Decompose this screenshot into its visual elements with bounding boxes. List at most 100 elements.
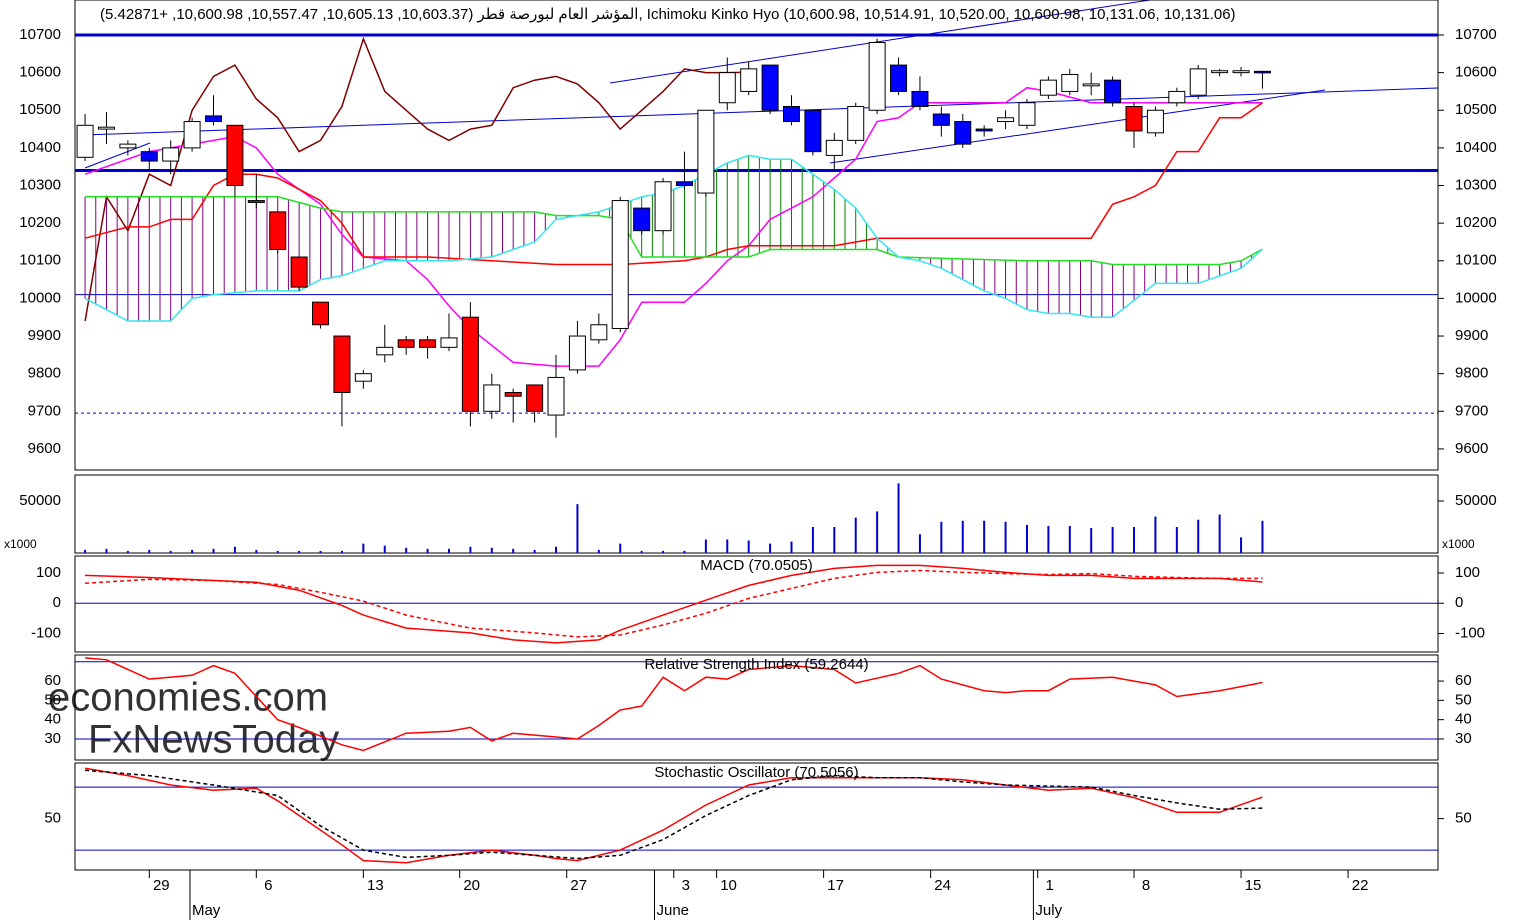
y-tick-label-right: 0 — [1455, 594, 1463, 611]
panel-frame — [74, 474, 1439, 554]
y-tick-label-right: 10600 — [1455, 64, 1497, 81]
line-series — [85, 196, 1263, 266]
candle-body — [354, 373, 372, 382]
candle-body — [568, 335, 586, 371]
month-label: May — [192, 902, 221, 919]
candle-body — [654, 181, 672, 232]
y-tick-label: 50000 — [19, 492, 61, 509]
y-tick-label-right: 10100 — [1455, 252, 1497, 269]
panel-title: Relative Strength Index (59.2644) — [644, 656, 868, 673]
y-tick-label-right: 9700 — [1455, 402, 1488, 419]
y-tick-label-right: 50 — [1455, 691, 1472, 708]
candle-body — [547, 376, 565, 416]
candle-body — [526, 384, 544, 412]
candle-body — [226, 124, 244, 187]
x-tick-label: 13 — [367, 877, 384, 894]
x-tick-label: 20 — [463, 877, 480, 894]
candle-body — [504, 391, 522, 397]
y-tick-label: 10100 — [19, 252, 61, 269]
candle-body — [440, 337, 458, 348]
candle-body — [290, 256, 308, 288]
candle-body — [1211, 70, 1229, 74]
trend-line — [84, 142, 151, 169]
y-tick-label-right: 10200 — [1455, 214, 1497, 231]
x-tick-label: 8 — [1142, 877, 1150, 894]
y-tick-label: 10600 — [19, 64, 61, 81]
candle-body — [1168, 90, 1186, 104]
candle-body — [1125, 105, 1143, 132]
y-tick-label: 10200 — [19, 214, 61, 231]
x-tick-label: 27 — [570, 877, 587, 894]
y-tick-label-right: 60 — [1455, 672, 1472, 689]
line-series — [84, 767, 1263, 864]
unit-label: x1000 — [1442, 537, 1475, 551]
y-tick-label: 10300 — [19, 176, 61, 193]
y-tick-label-right: 10000 — [1455, 289, 1497, 306]
line-series — [84, 154, 1264, 322]
candle-body — [483, 384, 501, 412]
candle-body — [312, 301, 330, 326]
candle-body — [119, 143, 137, 149]
x-tick-label: 1 — [1046, 877, 1054, 894]
y-tick-label-right: 9800 — [1455, 365, 1488, 382]
panel-frame — [74, 654, 1439, 761]
month-label: June — [656, 902, 689, 919]
y-tick-label-right: 100 — [1455, 564, 1480, 581]
line-series — [84, 36, 749, 322]
y-tick-label: 9700 — [28, 402, 61, 419]
panel-title: Stochastic Oscillator (70.5056) — [654, 764, 858, 781]
y-tick-label-right: 30 — [1455, 730, 1472, 747]
y-tick-label-right: 10400 — [1455, 139, 1497, 156]
y-tick-label-right: 40 — [1455, 711, 1472, 728]
y-tick-label: 9800 — [28, 365, 61, 382]
candle-body — [269, 211, 287, 250]
panel-frame — [74, 555, 1439, 653]
y-tick-label-right: 10500 — [1455, 101, 1497, 118]
candle-body — [633, 207, 651, 232]
candle-body — [1146, 109, 1164, 134]
watermark: economies.com — [48, 676, 328, 720]
candle-body — [611, 200, 629, 330]
x-tick-label: 24 — [934, 877, 951, 894]
candle-body — [847, 105, 865, 141]
panel-frame — [74, 0, 1439, 471]
watermark: FxNewsToday — [88, 718, 339, 762]
panel-frame — [74, 762, 1439, 871]
trend-line — [609, 0, 1151, 84]
candle-body — [804, 109, 822, 153]
x-tick-label: 29 — [153, 877, 170, 894]
candle-body — [205, 115, 223, 123]
y-tick-label: 50 — [44, 691, 61, 708]
candle-body — [397, 339, 415, 348]
candle-body — [1018, 102, 1036, 126]
y-tick-label-right: 9900 — [1455, 327, 1488, 344]
y-tick-label: 40 — [44, 711, 61, 728]
candle-body — [825, 139, 843, 156]
candle-body — [675, 181, 693, 187]
y-tick-label-right: 10700 — [1455, 26, 1497, 43]
y-tick-label: 9900 — [28, 327, 61, 344]
candle-body — [76, 124, 94, 158]
y-tick-label-right: 9600 — [1455, 440, 1488, 457]
y-tick-label: 100 — [36, 564, 61, 581]
candle-body — [1104, 79, 1122, 104]
y-tick-label: 9600 — [28, 440, 61, 457]
candle-body — [1232, 70, 1250, 74]
y-tick-label: 0 — [53, 594, 61, 611]
line-series — [84, 86, 1263, 367]
candle-body — [1082, 83, 1100, 87]
candle-body — [761, 64, 779, 111]
candle-body — [1061, 74, 1079, 92]
panel-title: MACD (70.0505) — [700, 557, 813, 574]
candle-body — [718, 72, 736, 104]
candle-body — [590, 324, 608, 341]
candle-body — [911, 90, 929, 107]
y-tick-label-right: 10300 — [1455, 176, 1497, 193]
candle-body — [333, 335, 351, 393]
y-tick-label: -100 — [31, 624, 61, 641]
candle-body — [1189, 68, 1207, 96]
candle-body — [932, 113, 950, 126]
line-series — [85, 564, 1263, 644]
unit-label: x1000 — [4, 537, 37, 551]
